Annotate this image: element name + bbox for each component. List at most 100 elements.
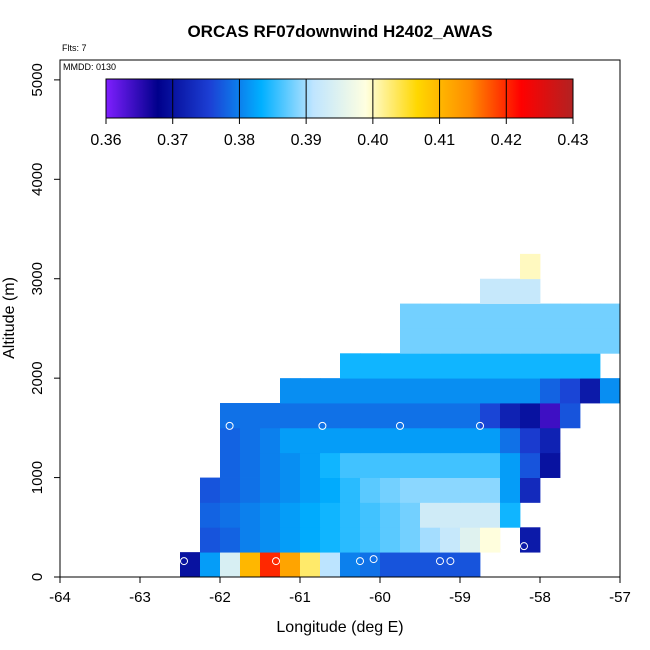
heatmap-cell [480, 452, 501, 478]
heatmap-cell [480, 427, 501, 454]
heatmap-cell [400, 303, 421, 329]
heatmap-cell [520, 278, 541, 304]
heatmap-cell [460, 353, 481, 379]
heatmap-cell [280, 477, 301, 503]
x-tick-label: -59 [449, 589, 471, 606]
heatmap-cell [580, 303, 601, 329]
heatmap-cell [380, 552, 401, 578]
colorbar-gradient [105, 78, 574, 119]
heatmap-cell [320, 452, 341, 478]
colorbar-tick-label: 0.37 [157, 132, 188, 149]
heatmap-cell [460, 502, 481, 528]
heatmap-cell [360, 403, 381, 429]
sample-point [436, 557, 444, 566]
heatmap-cell [420, 477, 441, 503]
y-axis-label: Altitude (m) [1, 277, 18, 359]
heatmap-cell [340, 403, 361, 429]
x-tick-label: -57 [609, 589, 631, 606]
heatmap-cell [360, 552, 381, 578]
heatmap-cell [240, 527, 261, 553]
heatmap-cell [520, 253, 541, 280]
heatmap-cell [380, 527, 401, 553]
heatmap-cell [440, 527, 461, 553]
colorbar-tick-label: 0.43 [557, 132, 588, 149]
heatmap-cell [440, 378, 461, 404]
heatmap-cell [260, 427, 281, 454]
heatmap-cell [300, 378, 321, 404]
heatmap-cell [540, 378, 561, 404]
heatmap-cell [580, 378, 601, 404]
y-tick-label: 3000 [29, 262, 46, 295]
sample-point [180, 557, 188, 566]
heatmap-cell [600, 303, 621, 329]
sample-point [318, 421, 327, 430]
heatmap-cell [380, 427, 401, 454]
heatmap-cell [520, 452, 541, 478]
heatmap-cell [460, 452, 481, 478]
heatmap-cell [460, 552, 481, 578]
heatmap-cell [560, 403, 581, 429]
heatmap-cell [220, 452, 241, 478]
heatmap-cell [380, 477, 401, 503]
date-label: MMDD: 0130 [63, 62, 116, 72]
heatmap-cell [340, 353, 361, 379]
heatmap-cell [340, 452, 361, 478]
heatmap-cell [240, 502, 261, 528]
heatmap-cell [320, 378, 341, 404]
heatmap-cell [220, 552, 241, 578]
heatmap-cell [400, 502, 421, 528]
heatmap-cell [280, 378, 301, 404]
heatmap-cell [220, 403, 241, 429]
heatmap-cell [480, 278, 501, 304]
heatmap-cell [180, 552, 201, 578]
heatmap-cell [440, 353, 461, 379]
heatmap-cell [220, 527, 241, 553]
heatmap-cell [500, 278, 521, 304]
heatmap-cell [520, 403, 541, 429]
heatmap-cell [420, 378, 441, 404]
y-tick-label: 1000 [29, 461, 46, 494]
heatmap-cell [460, 403, 481, 429]
heatmap-cell [340, 552, 361, 578]
y-tick-label: 4000 [29, 163, 46, 196]
heatmap-cell [220, 427, 241, 454]
heatmap-cell [420, 328, 441, 354]
heatmap-cell [520, 328, 541, 354]
heatmap-cell [320, 427, 341, 454]
sample-point [446, 557, 455, 566]
heatmap-cell [360, 502, 381, 528]
heatmap-cell [420, 353, 441, 379]
x-tick-label: -60 [369, 589, 391, 606]
heatmap-cell [420, 552, 441, 578]
heatmap-cell [520, 378, 541, 404]
sample-point [476, 421, 484, 430]
heatmap-cell [440, 452, 461, 478]
heatmap-cell [440, 328, 461, 354]
heatmap-cell [500, 353, 521, 379]
heatmap-cell [260, 502, 281, 528]
heatmap-cell [300, 502, 321, 528]
sample-points [180, 421, 528, 566]
heatmap-cell [280, 403, 301, 429]
heatmap-cell [540, 403, 561, 429]
heatmap-cell [240, 452, 261, 478]
sample-point [520, 542, 528, 551]
heatmap-cell [320, 552, 341, 578]
heatmap-cell [220, 477, 241, 503]
heatmap-cell [280, 527, 301, 553]
heatmap-cell [500, 427, 521, 454]
heatmap-cell [460, 328, 481, 354]
heatmap-cell [500, 477, 521, 503]
heatmap-cell [300, 452, 321, 478]
heatmap-cell [420, 403, 441, 429]
heatmap-cell [560, 378, 581, 404]
heatmap-cell [460, 378, 481, 404]
heatmap-cell [240, 427, 261, 454]
heatmap-cell [300, 427, 321, 454]
heatmap-cell [380, 378, 401, 404]
heatmap-cell [480, 303, 501, 329]
heatmap-cell [400, 452, 421, 478]
heatmap-cell [540, 328, 561, 354]
heatmap-cell [360, 477, 381, 503]
